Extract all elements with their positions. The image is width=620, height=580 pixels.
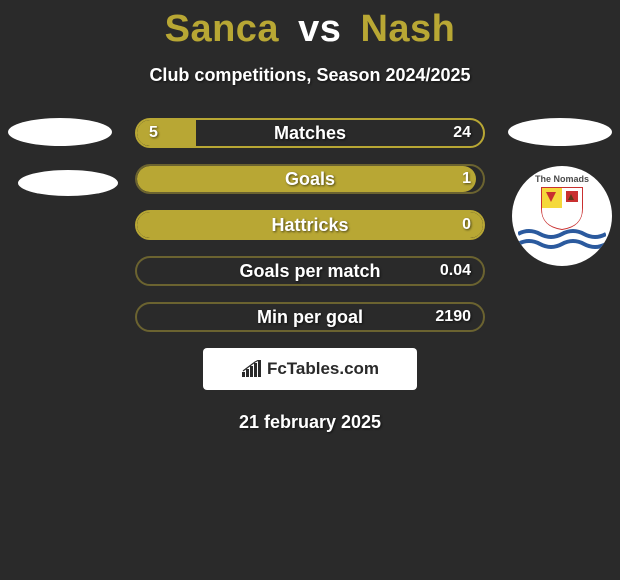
footer-date: 21 february 2025 (0, 412, 620, 433)
stat-right-value: 24 (453, 120, 471, 146)
fctables-badge: FcTables.com (203, 348, 417, 390)
stat-label: Goals per match (137, 258, 483, 284)
player2-club-badge: The Nomads (512, 166, 612, 266)
player1-photo-placeholder (8, 118, 112, 146)
stat-right-value: 0 (462, 212, 471, 238)
waves-icon (518, 228, 606, 254)
vs-label: vs (298, 8, 341, 50)
stat-label: Matches (137, 120, 483, 146)
shield-icon (540, 186, 584, 230)
content-area: The Nomads 5 Matches 24 (0, 118, 620, 433)
stat-label: Min per goal (137, 304, 483, 330)
player1-club-placeholder (18, 170, 118, 196)
stat-bar-min-per-goal: Min per goal 2190 (135, 302, 485, 332)
stat-bar-goals: Goals 1 (135, 164, 485, 194)
stat-bar-goals-per-match: Goals per match 0.04 (135, 256, 485, 286)
stat-label: Hattricks (137, 212, 483, 238)
stat-right-value: 0.04 (440, 258, 471, 284)
stat-bars: 5 Matches 24 Goals 1 Hattricks 0 Goals p… (135, 118, 485, 332)
player1-name: Sanca (165, 8, 279, 50)
stat-label: Goals (137, 166, 483, 192)
player2-name: Nash (360, 8, 455, 50)
stat-right-value: 1 (462, 166, 471, 192)
stat-bar-matches: 5 Matches 24 (135, 118, 485, 148)
comparison-title: Sanca vs Nash (0, 0, 620, 51)
stat-right-value: 2190 (435, 304, 471, 330)
stat-bar-hattricks: Hattricks 0 (135, 210, 485, 240)
bar-chart-icon (241, 360, 263, 378)
player2-photo-placeholder (508, 118, 612, 146)
badge-text: The Nomads (518, 174, 606, 184)
fctables-text: FcTables.com (267, 359, 379, 379)
subtitle: Club competitions, Season 2024/2025 (0, 65, 620, 86)
